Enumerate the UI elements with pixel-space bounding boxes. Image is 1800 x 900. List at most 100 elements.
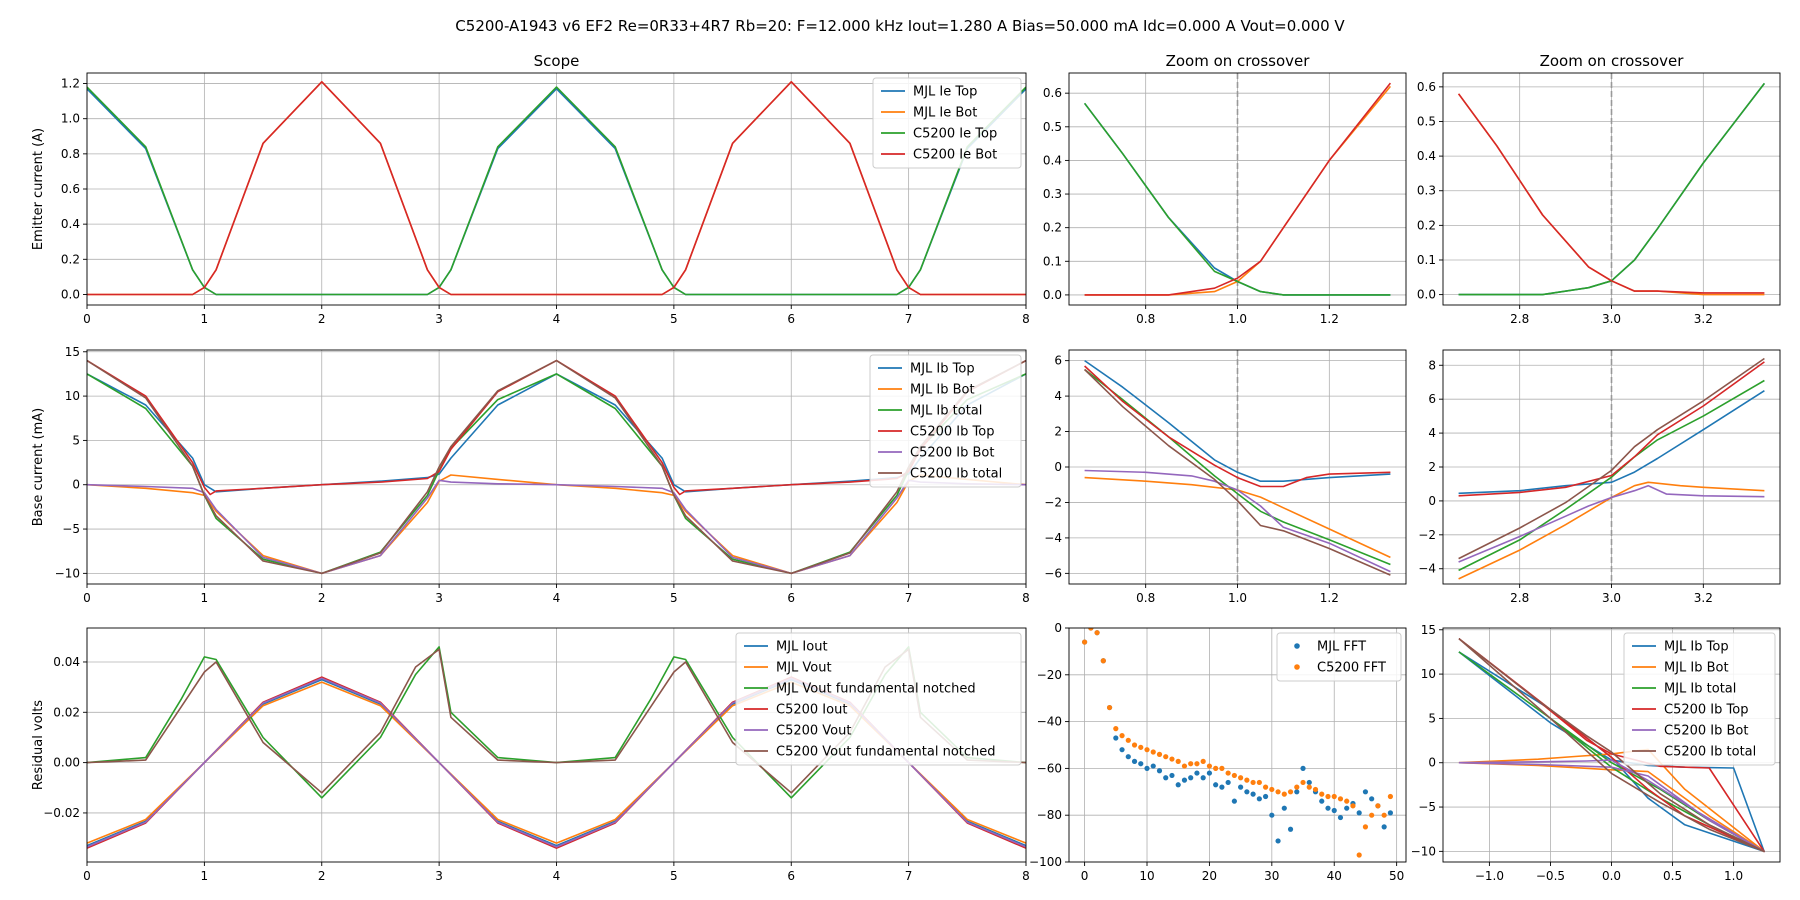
x-tick-label: 2.8 [1510,591,1529,605]
y-tick-label: 4 [1054,389,1062,403]
y-tick-label: −6 [1044,566,1062,580]
plot-area [1084,359,1391,576]
point-c5200-fft [1175,758,1181,764]
x-tick-label: 1 [201,869,209,883]
y-axis-label: Residual volts [31,700,46,790]
legend-label: MJL Ib Bot [1664,661,1729,676]
y-tick-label: 0.4 [1043,153,1062,167]
y-tick-label: −10 [1411,844,1436,858]
point-c5200-fft [1200,758,1206,764]
legend-label: C5200 Ie Bot [913,148,997,163]
point-mjl-fft [1131,758,1138,764]
x-tick-label: 6 [787,869,795,883]
y-tick-label: −80 [1037,808,1062,822]
chart-zoom_ie_3: 2.8 3.0 3.2 0.0 0.1 0.2 0.3 0.4 0.5 0.6 Zoom on cr… [1417,52,1781,326]
x-tick-label: 1 [201,591,209,605]
point-mjl-fft [1138,761,1144,767]
point-mjl-fft [1281,805,1287,811]
point-c5200-fft [1206,763,1213,769]
y-tick-label: 0.6 [1043,86,1062,100]
x-tick-label: 2 [318,312,326,326]
point-c5200-fft [1325,793,1331,800]
legend-label: MJL FFT [1317,640,1366,655]
chart-fft: 0 10 20 30 40 50 −100 −80 −60 −40 −20 0 MJL FFT C5200… [1029,621,1407,883]
series-line-mjl-ib-total [87,373,1026,575]
y-tick-label: 0.2 [1417,218,1436,232]
y-tick-label: 2 [1428,460,1436,474]
x-tick-label: 1.0 [1228,312,1247,326]
x-tick-label: −0.5 [1536,869,1565,883]
chart-title: Scope [534,52,580,70]
point-mjl-fft [1381,824,1387,830]
y-tick-label: 0.00 [53,756,80,770]
y-tick-label: 0.1 [1417,253,1436,267]
legend-label: C5200 Ib Top [1664,703,1748,718]
x-tick-label: 3 [435,869,443,883]
chart-zoom_ie_1: 0.8 1.0 1.2 0.0 0.1 0.2 0.3 0.4 0.5 0.6 Zoom on cr… [1043,52,1407,326]
point-mjl-fft [1306,779,1312,786]
point-c5200-fft [1131,742,1138,748]
y-tick-label: 0.04 [53,655,80,669]
point-c5200-fft [1119,733,1125,739]
series-line-c5200-ib-top [1458,361,1765,497]
point-c5200-fft [1256,779,1262,786]
point-mjl-fft [1231,798,1237,804]
y-tick-label: −2 [1418,528,1436,542]
y-tick-label: −4 [1418,562,1436,576]
point-c5200-fft [1113,726,1119,732]
point-mjl-fft [1150,763,1156,769]
point-c5200-fft [1082,639,1088,645]
point-c5200-fft [1163,754,1169,760]
point-c5200-fft [1375,803,1381,809]
point-mjl-fft [1356,810,1362,816]
x-tick-label: 4 [553,869,561,883]
y-tick-label: −5 [1418,800,1436,814]
y-tick-label: 5 [72,433,80,447]
legend-label: C5200 Ib Bot [1664,724,1748,739]
plot-area [1082,628,1393,858]
y-tick-label: 1.2 [61,77,80,91]
x-tick-label: 0.8 [1136,312,1155,326]
y-tick-label: 0.2 [61,252,80,266]
point-mjl-fft [1287,826,1294,832]
point-c5200-fft [1356,852,1362,858]
y-tick-label: 0.02 [53,705,80,719]
y-tick-label: 5 [1428,711,1436,725]
point-c5200-fft [1306,784,1312,790]
y-tick-label: 0.3 [1043,187,1062,201]
y-tick-label: 2 [1054,425,1062,439]
y-axis-label: Base current (mA) [31,408,46,527]
y-tick-label: −20 [1037,668,1062,682]
point-c5200-fft [1275,789,1281,795]
legend-label: C5200 Ib total [1664,745,1756,760]
point-mjl-fft [1225,779,1231,786]
x-tick-label: 0.8 [1136,591,1155,605]
series-line-c5200-ie-top [87,86,1026,296]
x-tick-label: 7 [905,591,913,605]
y-tick-label: −4 [1044,531,1062,545]
y-tick-label: 0.2 [1043,221,1062,235]
y-tick-label: −0.02 [43,806,80,820]
figure-suptitle: C5200-A1943 v6 EF2 Re=0R33+4R7 Rb=20: F=… [455,17,1345,35]
point-mjl-fft [1294,789,1300,795]
point-mjl-fft [1188,775,1194,781]
x-tick-label: 2 [318,591,326,605]
legend: MJL Iout MJL Vout MJL Vout fundamental not… [735,632,1022,766]
legend-label: MJL Ib total [910,404,982,419]
x-tick-label: 20 [1202,869,1217,883]
point-mjl-fft [1194,770,1200,776]
chart-scope_ib: 0 1 2 3 4 5 6 7 8 −10 −5 0 5 10 15 Base current (mA) MJL… [31,345,1030,605]
legend-label: C5200 Ie Top [913,127,997,142]
x-tick-label: 4 [553,591,561,605]
y-tick-label: 0.0 [1417,288,1436,302]
x-tick-label: 8 [1022,869,1030,883]
point-c5200-fft [1156,751,1163,757]
point-c5200-fft [1244,777,1250,783]
point-mjl-fft [1244,789,1250,795]
legend-label: MJL Iout [776,640,828,655]
point-c5200-fft [1281,791,1287,797]
x-tick-label: 1.2 [1320,591,1339,605]
point-mjl-fft [1387,810,1393,816]
y-tick-label: 0.3 [1417,184,1436,198]
x-tick-label: 8 [1022,312,1030,326]
